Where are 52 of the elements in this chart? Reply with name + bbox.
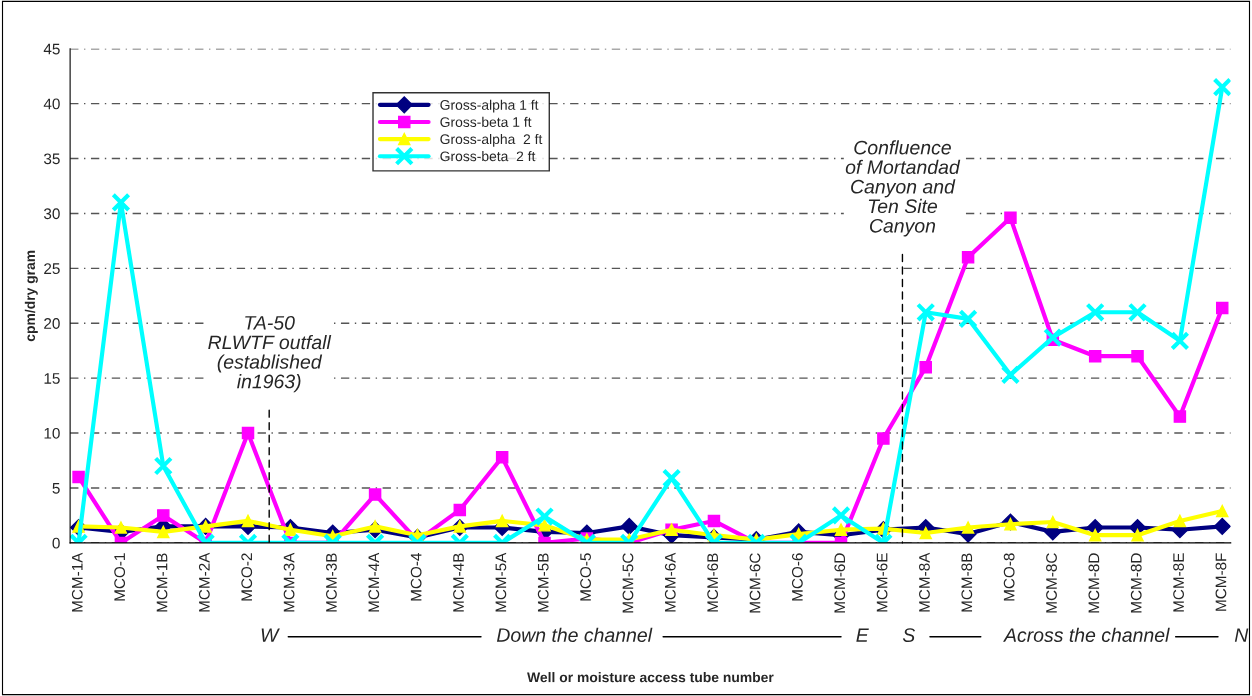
x-axis-title: Well or moisture access tube number — [527, 672, 774, 683]
x-tick-label: MCM-1A — [71, 552, 83, 612]
x-tick-label: MCM-8F — [1215, 553, 1227, 611]
x-tick-label: MCM-6D — [834, 553, 846, 613]
text: Across the channel — [1003, 627, 1170, 642]
legend-label: Gross-alpha 2 ft — [440, 133, 543, 147]
text: S — [902, 628, 916, 642]
y-tick-label: 35 — [43, 153, 60, 165]
x-tick-label: MCM-6C — [749, 553, 761, 613]
x-tick-label: MCO-1 — [114, 553, 126, 601]
x-tick-label: MCM-8E — [1173, 553, 1184, 612]
y-tick-label: 20 — [44, 318, 60, 329]
annotation: Confluence of Mortandad Canyon and Ten Site Canyon — [845, 140, 961, 237]
y-tick-label: 10 — [44, 427, 60, 439]
y-tick-label: 45 — [43, 43, 60, 55]
x-tick-label: MCO-6 — [791, 553, 803, 601]
text: N — [1234, 628, 1249, 642]
x-tick-label: MCM-4A — [368, 552, 380, 612]
x-tick-label: MCM-1B — [156, 553, 168, 612]
x-tick-label: MCM-2A — [198, 552, 210, 612]
x-tick-label: MCM-8D — [1130, 553, 1142, 613]
y-tick-label: 40 — [43, 98, 60, 110]
x-tick-label: MCO-4 — [410, 553, 422, 601]
y-tick-label: 0 — [52, 537, 60, 549]
x-tick-label: MCM-4B — [453, 553, 464, 612]
y-tick-label: 25 — [44, 263, 60, 275]
x-tick-label: MCM-8A — [919, 552, 930, 612]
x-tick-label: MCM-6B — [707, 553, 719, 612]
x-tick-label: MCM-5A — [495, 552, 507, 612]
text: W — [261, 628, 280, 642]
x-tick-label: MCO-2 — [241, 553, 253, 601]
legend-label: Gross-alpha 1 ft — [440, 99, 539, 113]
legend-label: Gross-beta 1 ft — [440, 116, 532, 127]
x-tick-label: MCM-5B — [537, 553, 549, 612]
x-tick-label: MCO-8 — [1003, 553, 1015, 601]
y-tick-label: 5 — [52, 483, 60, 494]
x-tick-label: MCM-3A — [283, 552, 295, 612]
x-tick-label: MCM-6A — [664, 552, 676, 612]
x-tick-label: MCM-8B — [961, 553, 973, 612]
y-axis-title: cpm/dry gram — [24, 250, 38, 342]
x-tick-label: MCM-6E — [876, 553, 888, 612]
text: E — [856, 628, 869, 642]
text: Down the channel — [496, 627, 653, 642]
y-tick-label: 30 — [43, 208, 60, 220]
x-tick-label: MCM-8C — [1046, 553, 1057, 613]
x-tick-label: MCM-3B — [326, 553, 337, 612]
x-tick-label: MCM-5C — [622, 553, 634, 613]
legend-label: Gross-beta 2 ft — [440, 151, 536, 162]
y-tick-label: 15 — [44, 373, 60, 384]
x-tick-label: MCM-8D — [1088, 553, 1100, 613]
annotation: TA-50 RLWTF outfall (established in1963) — [208, 315, 332, 393]
x-tick-label: MCO-5 — [580, 553, 591, 601]
